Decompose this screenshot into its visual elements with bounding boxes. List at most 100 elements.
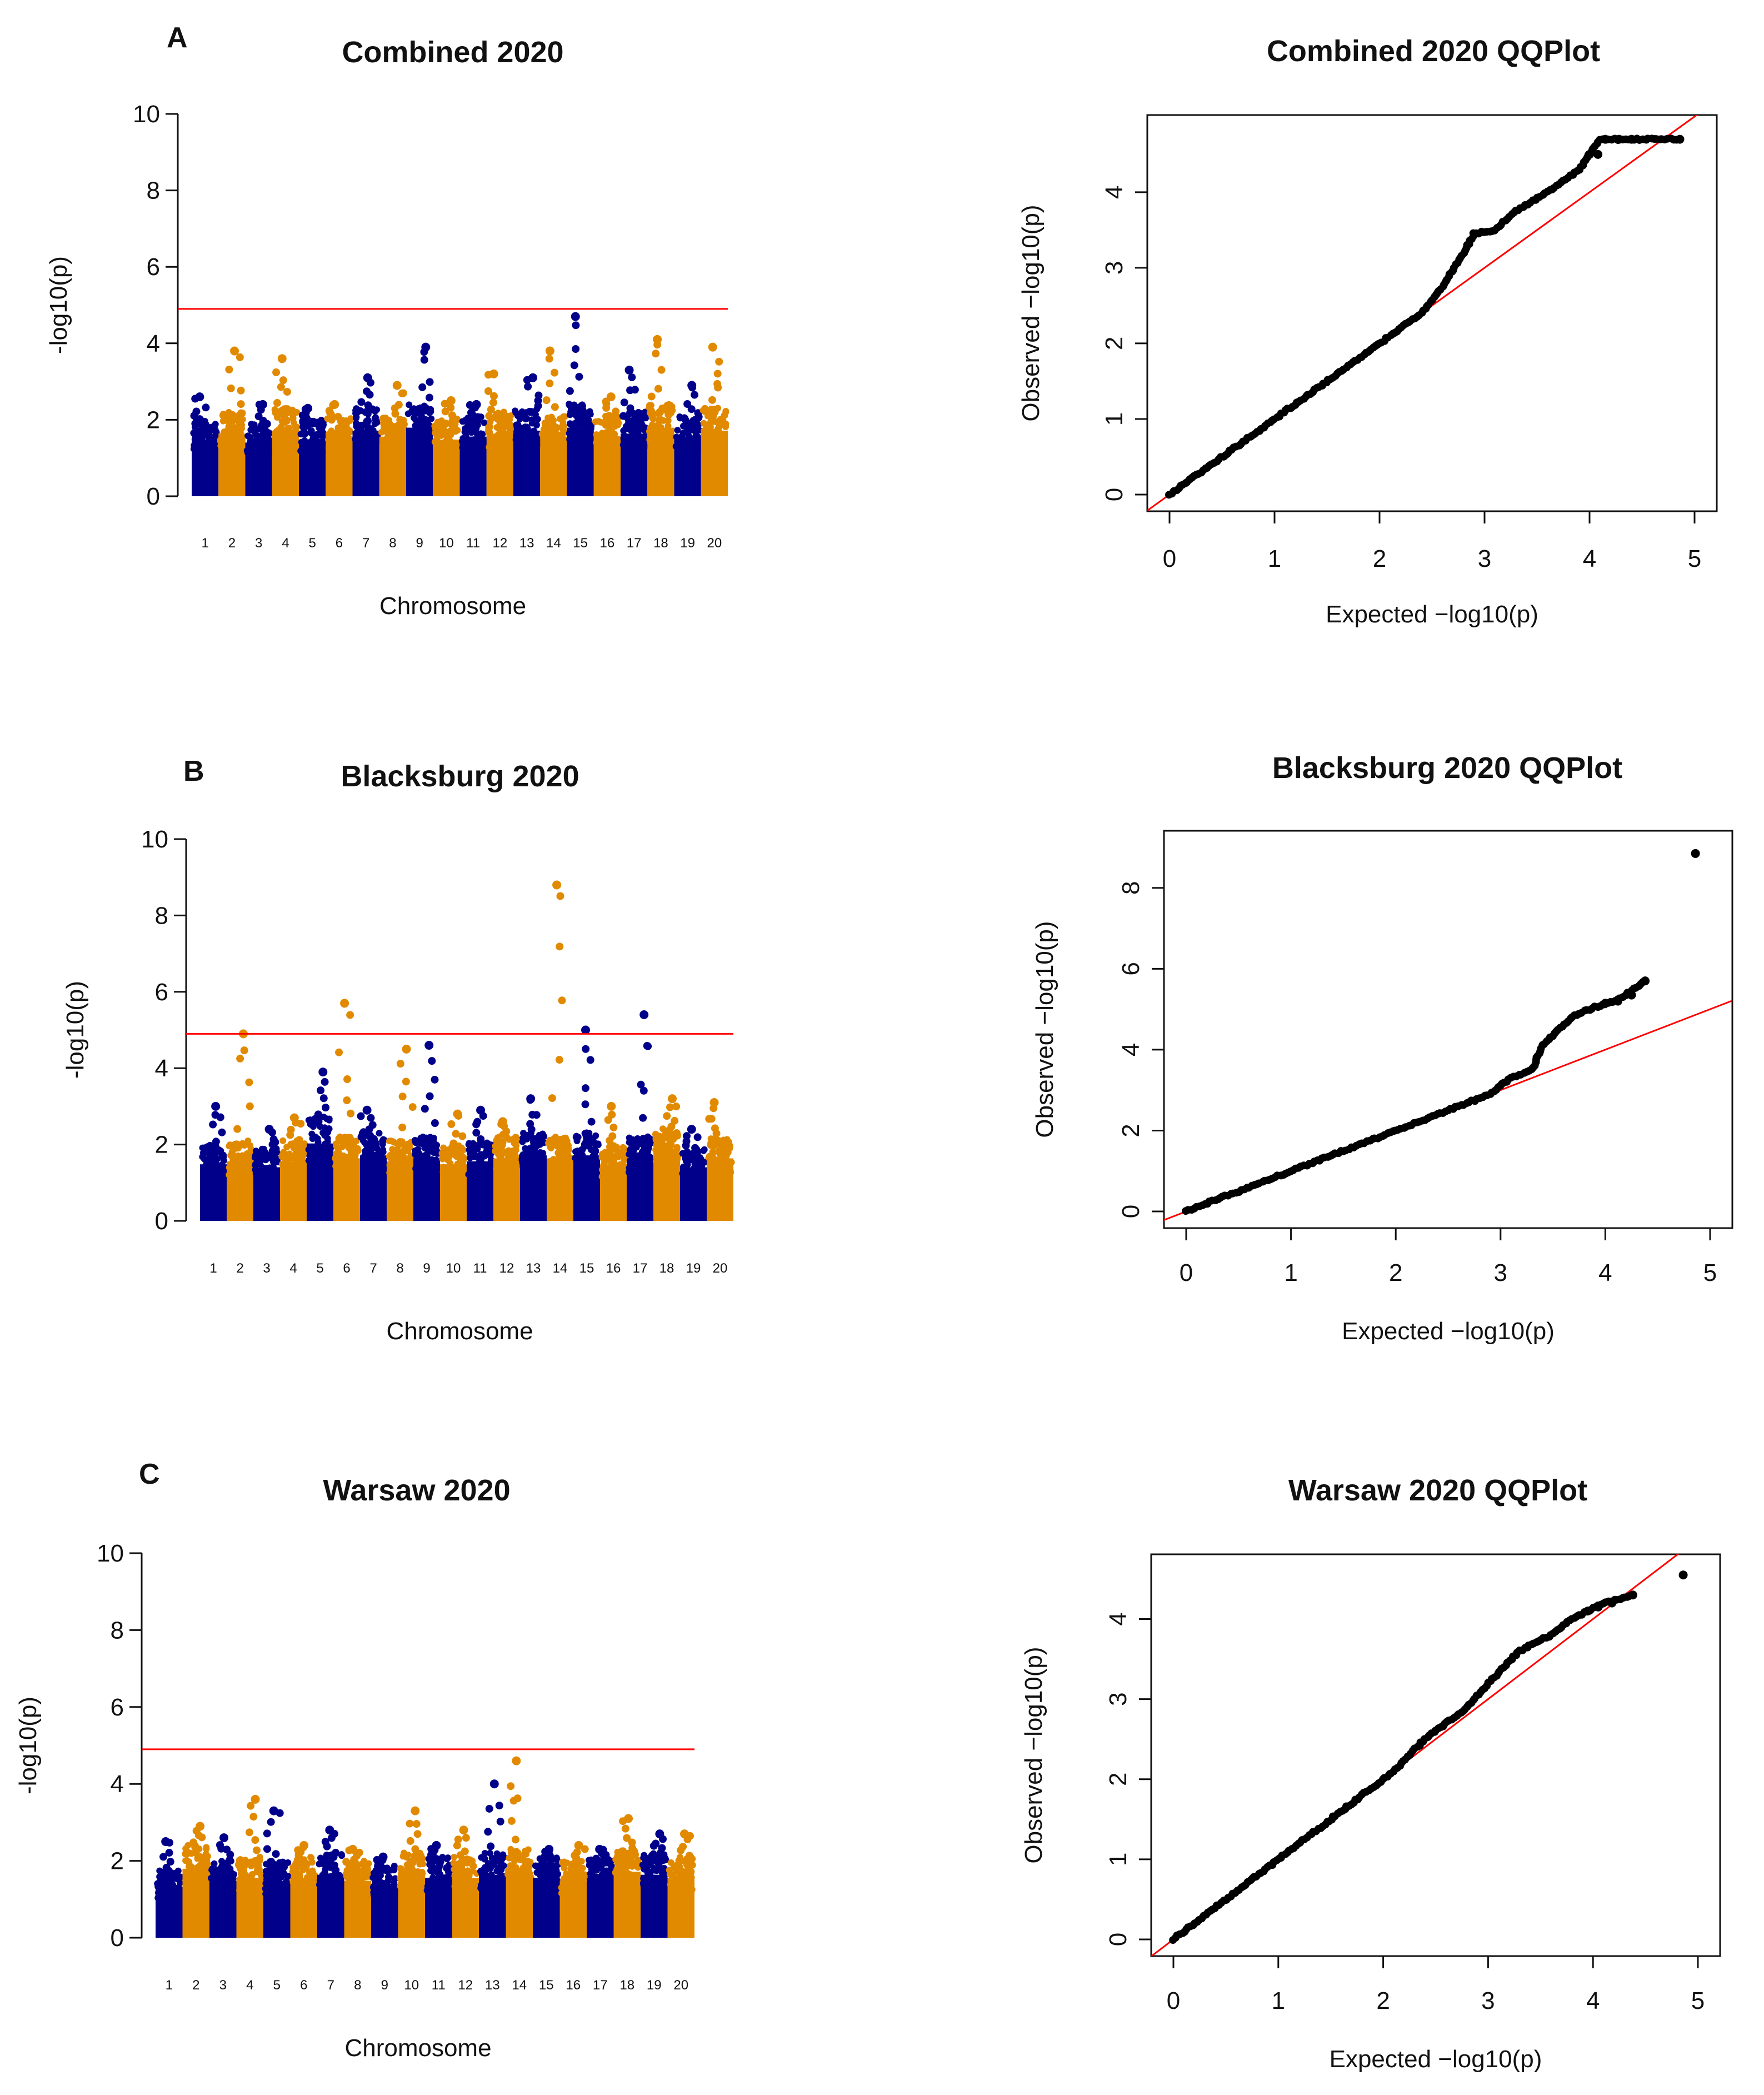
peak-snp-point xyxy=(303,403,313,413)
snp-point xyxy=(360,429,367,436)
snp-point xyxy=(303,448,310,456)
snp-point xyxy=(406,1864,413,1872)
plot-frame xyxy=(1146,114,1718,512)
snp-point xyxy=(474,1154,481,1161)
chromosome-14-points xyxy=(545,880,575,1221)
snp-point xyxy=(636,1136,644,1145)
y-tick-label: 2 xyxy=(155,1131,168,1159)
snp-point xyxy=(459,1868,467,1875)
peak-snp-point xyxy=(708,342,717,352)
snp-point xyxy=(639,1114,647,1122)
peak-snp-point xyxy=(340,999,349,1008)
snp-point xyxy=(723,1161,731,1169)
chromosome-11-points xyxy=(465,1105,495,1221)
snp-point xyxy=(321,1078,329,1086)
snp-point xyxy=(360,1159,367,1166)
snp-point xyxy=(466,1857,474,1865)
snp-point xyxy=(560,1141,567,1148)
snp-point xyxy=(373,1144,381,1151)
snp-point xyxy=(620,435,627,442)
snp-point xyxy=(267,1818,275,1826)
chromosome-tick-label: 2 xyxy=(236,1261,243,1276)
snp-point xyxy=(352,415,359,422)
snp-point xyxy=(287,1125,295,1134)
snp-point xyxy=(226,419,233,426)
snp-point xyxy=(560,413,567,420)
snp-point xyxy=(620,398,628,407)
peak-snp-point xyxy=(289,1113,299,1123)
snp-point xyxy=(413,1877,420,1884)
chromosome-tick-label: 17 xyxy=(633,1261,648,1276)
peak-snp-point xyxy=(348,1844,357,1854)
chart-title: Warsaw 2020 xyxy=(323,1474,510,1507)
snp-point xyxy=(545,355,553,363)
snp-point xyxy=(352,1160,359,1168)
chromosome-12-points xyxy=(450,1825,481,1938)
chromosome-tick-label: 16 xyxy=(606,1261,621,1276)
chromosome-7-points xyxy=(316,1825,346,1938)
snp-point xyxy=(667,1146,674,1153)
snp-point xyxy=(417,412,424,419)
snp-point xyxy=(264,1171,272,1178)
chromosome-tick-label: 15 xyxy=(539,1978,554,1993)
peak-snp-point xyxy=(571,312,580,321)
peak-snp-point xyxy=(196,1822,205,1831)
snp-point xyxy=(621,444,628,451)
chromosome-tick-label: 8 xyxy=(389,536,396,551)
snp-point xyxy=(559,427,567,434)
snp-point xyxy=(721,412,728,419)
snp-point xyxy=(485,412,493,420)
snp-point xyxy=(524,382,532,391)
snp-point xyxy=(494,1853,502,1861)
snp-point xyxy=(371,420,378,427)
snp-point xyxy=(245,1828,253,1837)
y-tick-label: 6 xyxy=(147,253,160,281)
x-tick-label: 1 xyxy=(1284,1259,1297,1286)
snp-point xyxy=(545,1878,552,1885)
snp-point xyxy=(425,425,432,432)
snp-point xyxy=(674,427,681,434)
snp-point xyxy=(228,443,235,450)
snp-point xyxy=(509,1147,516,1154)
snp-point xyxy=(466,444,473,451)
snp-point xyxy=(522,1133,530,1141)
snp-point xyxy=(220,1157,227,1164)
chromosome-tick-label: 2 xyxy=(192,1978,199,1993)
snp-point xyxy=(666,438,673,445)
snp-point xyxy=(236,1054,244,1063)
chromosome-tick-label: 15 xyxy=(573,536,588,551)
snp-point xyxy=(356,1886,363,1893)
snp-point xyxy=(275,435,282,442)
snp-point xyxy=(384,428,392,436)
snp-point xyxy=(657,366,666,374)
snp-point xyxy=(344,1143,352,1150)
snp-point xyxy=(513,1868,521,1875)
snp-point xyxy=(648,414,656,421)
snp-point xyxy=(233,1125,242,1133)
snp-point xyxy=(713,370,722,378)
snp-point xyxy=(511,1835,519,1844)
snp-point xyxy=(707,1115,716,1123)
snp-point xyxy=(396,1141,403,1149)
snp-point xyxy=(357,1112,365,1120)
snp-point xyxy=(342,1858,351,1866)
snp-point xyxy=(656,417,663,425)
snp-point xyxy=(164,1889,172,1896)
snp-point xyxy=(524,1858,531,1865)
snp-point xyxy=(522,1847,529,1854)
snp-point xyxy=(292,435,299,442)
chromosome-15-points xyxy=(572,1025,602,1221)
chromosome-tick-label: 13 xyxy=(485,1978,500,1993)
snp-point xyxy=(221,1883,228,1891)
snp-point xyxy=(361,1153,368,1160)
snp-point xyxy=(423,1136,431,1145)
snp-point xyxy=(308,1854,315,1862)
chromosome-tick-label: 18 xyxy=(653,536,668,551)
snp-point xyxy=(332,1848,340,1857)
snp-point xyxy=(477,1884,484,1892)
snp-point xyxy=(494,414,502,421)
snp-point xyxy=(278,418,286,425)
